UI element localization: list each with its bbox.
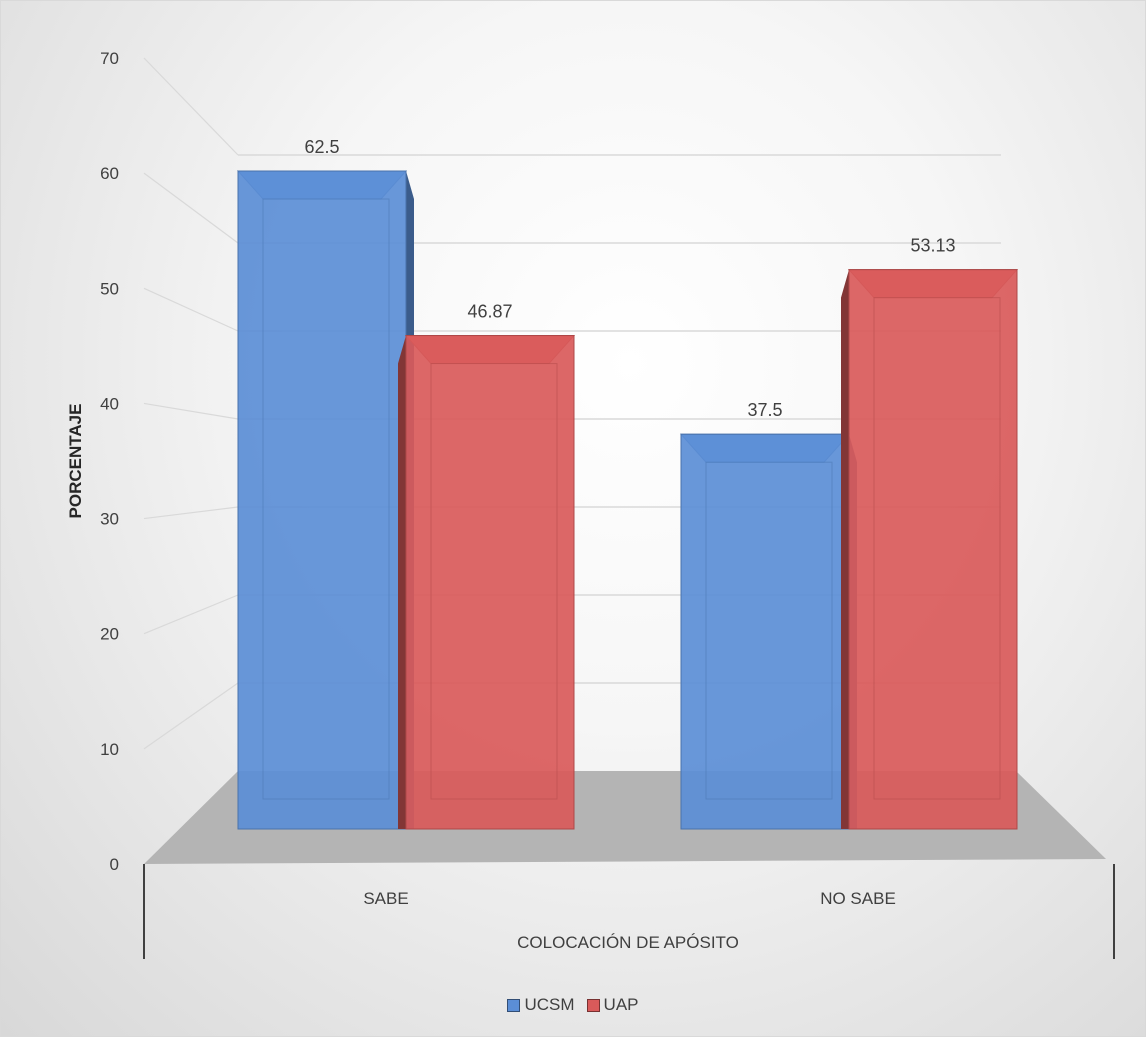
bar-uap-sabe	[405, 335, 575, 830]
gridline-side	[143, 402, 239, 420]
y-tick-label: 70	[100, 49, 119, 68]
bar-side	[841, 269, 849, 830]
bar-side	[398, 335, 406, 829]
y-tick-label: 20	[100, 625, 119, 644]
legend-item-uap: UAP	[586, 995, 639, 1015]
y-tick-label: 50	[100, 279, 119, 298]
y-tick-label: 0	[110, 855, 119, 874]
bar-ucsm-sabe	[237, 170, 407, 830]
bar-inner-edge	[430, 363, 558, 800]
gridline-side	[143, 57, 239, 156]
legend-label-ucsm: UCSM	[524, 995, 575, 1014]
legend-label-uap: UAP	[603, 995, 639, 1014]
gridline-side	[143, 506, 239, 520]
y-tick-label: 60	[100, 164, 119, 183]
data-label: 62.5	[304, 137, 339, 157]
x-category-label: NO SABE	[820, 889, 896, 908]
gridline-side	[143, 682, 239, 750]
gridline-side	[143, 287, 239, 332]
legend-item-ucsm: UCSM	[507, 995, 575, 1015]
x-category-label: SABE	[363, 889, 408, 908]
bar-inner-edge	[873, 297, 1001, 800]
bar-chart-3d: 0 10 20 30 40 50 60 70 PORCENTAJE 62.5 37.5 46.87 53…	[66, 49, 1115, 959]
y-axis-title: PORCENTAJE	[66, 404, 85, 519]
y-tick-label: 30	[100, 510, 119, 529]
data-label: 53.13	[910, 236, 955, 256]
legend-swatch-ucsm	[507, 998, 521, 1012]
legend: UCSM UAP	[0, 995, 1146, 1015]
bar-inner-edge	[262, 198, 390, 800]
y-tick-label: 40	[100, 394, 119, 413]
y-tick-label: 10	[100, 740, 119, 759]
data-label: 46.87	[467, 302, 512, 322]
bar-inner-edge	[705, 461, 833, 800]
legend-swatch-uap	[586, 998, 600, 1012]
bar-uap-no-sabe	[848, 269, 1018, 830]
gridline-side	[143, 172, 239, 244]
data-label: 37.5	[747, 400, 782, 420]
gridline-side	[143, 594, 239, 635]
bar-ucsm-no-sabe	[680, 433, 850, 830]
x-axis-title: COLOCACIÓN DE APÓSITO	[517, 933, 739, 952]
